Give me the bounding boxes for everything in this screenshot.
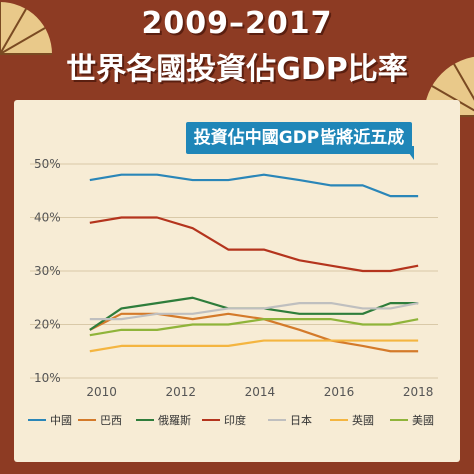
series-line (89, 318, 419, 337)
legend-item: 日本 (268, 412, 312, 428)
legend-swatch (202, 419, 220, 421)
legend-label: 印度 (224, 414, 246, 427)
x-tick-label: 2016 (324, 385, 355, 399)
legend-label: 日本 (290, 414, 312, 427)
legend-item: 中國 (28, 412, 72, 428)
series-line (89, 339, 419, 353)
legend-item: 印度 (202, 412, 246, 428)
legend-label: 巴西 (100, 414, 122, 427)
y-tick-label: 20% (34, 318, 61, 332)
legend-swatch (390, 419, 408, 421)
y-tick-label: 30% (34, 264, 61, 278)
x-tick-label: 2014 (245, 385, 276, 399)
legend-label: 中國 (50, 414, 72, 427)
chart-card (14, 100, 460, 462)
y-tick-label: 10% (34, 371, 61, 385)
legend-swatch (268, 419, 286, 421)
legend-swatch (78, 419, 96, 421)
legend-item: 美國 (390, 412, 434, 428)
page-title: 世界各國投資佔GDP比率 (66, 52, 408, 87)
callout-banner: 投資佔中國GDP皆將近五成 (186, 122, 412, 154)
header: 2009–2017 世界各國投資佔GDP比率 (0, 0, 474, 96)
callout-tail (404, 146, 414, 160)
legend-swatch (330, 419, 348, 421)
x-tick-label: 2012 (166, 385, 197, 399)
legend-swatch (28, 419, 46, 421)
legend-label: 英國 (352, 414, 374, 427)
legend-swatch (136, 419, 154, 421)
x-tick-label: 2010 (86, 385, 117, 399)
legend-label: 俄羅斯 (158, 414, 191, 427)
legend-item: 英國 (330, 412, 374, 428)
x-tick-label: 2018 (403, 385, 434, 399)
series-line (89, 216, 419, 273)
y-tick-label: 50% (34, 157, 61, 171)
series-line (89, 302, 419, 321)
page-title-years: 2009–2017 (141, 6, 333, 41)
legend-label: 美國 (412, 414, 434, 427)
series-line (89, 173, 419, 198)
legend-item: 巴西 (78, 412, 122, 428)
y-tick-label: 40% (34, 211, 61, 225)
left-fan-decoration (0, 2, 52, 55)
legend-item: 俄羅斯 (136, 412, 191, 428)
